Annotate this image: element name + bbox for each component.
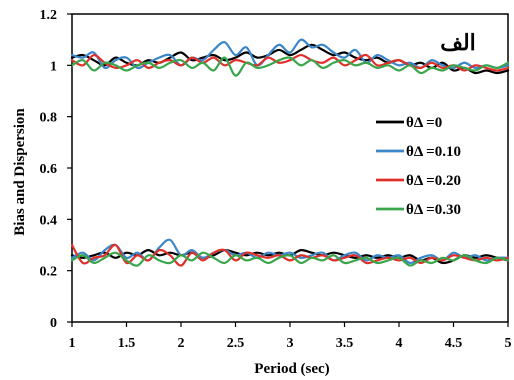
panel-label: الف xyxy=(440,30,476,55)
legend-label-0: θΔ =0 xyxy=(406,115,442,131)
series-3-bias-line xyxy=(70,56,510,77)
x-tick-label: 2 xyxy=(178,336,185,351)
series-layer xyxy=(70,38,510,267)
series-2 xyxy=(70,53,510,267)
series-2-bias-line xyxy=(70,53,510,72)
x-tick-label: 5 xyxy=(505,336,512,351)
y-axis-title: Bias and Dispersion xyxy=(12,108,28,236)
x-tick-label: 2.5 xyxy=(227,336,245,351)
x-tick-label: 3.5 xyxy=(336,336,354,351)
series-3 xyxy=(70,56,510,267)
y-tick-label: 0.6 xyxy=(40,162,58,177)
series-0-bias-line xyxy=(70,43,510,75)
y-tick-label: 0.4 xyxy=(40,213,58,228)
legend-label-2: θΔ =0.20 xyxy=(406,173,461,189)
y-tick-label: 0.8 xyxy=(40,111,58,126)
x-tick-label: 4.5 xyxy=(445,336,463,351)
series-3-dispersion-line xyxy=(70,251,510,267)
x-axis-ticks: 1 1.5 2 2.5 3 3.5 4 4.5 5 xyxy=(69,322,512,351)
x-axis-title: Period (sec) xyxy=(254,361,329,377)
legend: θΔ =0 θΔ =0.10 θΔ =0.20 θΔ =0.30 xyxy=(376,115,461,218)
y-axis-ticks: 0 0.2 0.4 0.6 0.8 1 1.2 xyxy=(40,8,72,331)
x-tick-label: 4 xyxy=(396,336,403,351)
y-tick-label: 1 xyxy=(50,59,57,74)
x-tick-label: 3 xyxy=(287,336,294,351)
x-tick-label: 1.5 xyxy=(118,336,136,351)
legend-label-3: θΔ =0.30 xyxy=(406,202,461,218)
series-2-dispersion-line xyxy=(70,243,510,267)
y-tick-label: 0 xyxy=(50,316,57,331)
x-tick-label: 1 xyxy=(69,336,76,351)
y-tick-label: 1.2 xyxy=(40,8,58,23)
legend-label-1: θΔ =0.10 xyxy=(406,144,461,160)
y-tick-label: 0.2 xyxy=(40,265,58,280)
